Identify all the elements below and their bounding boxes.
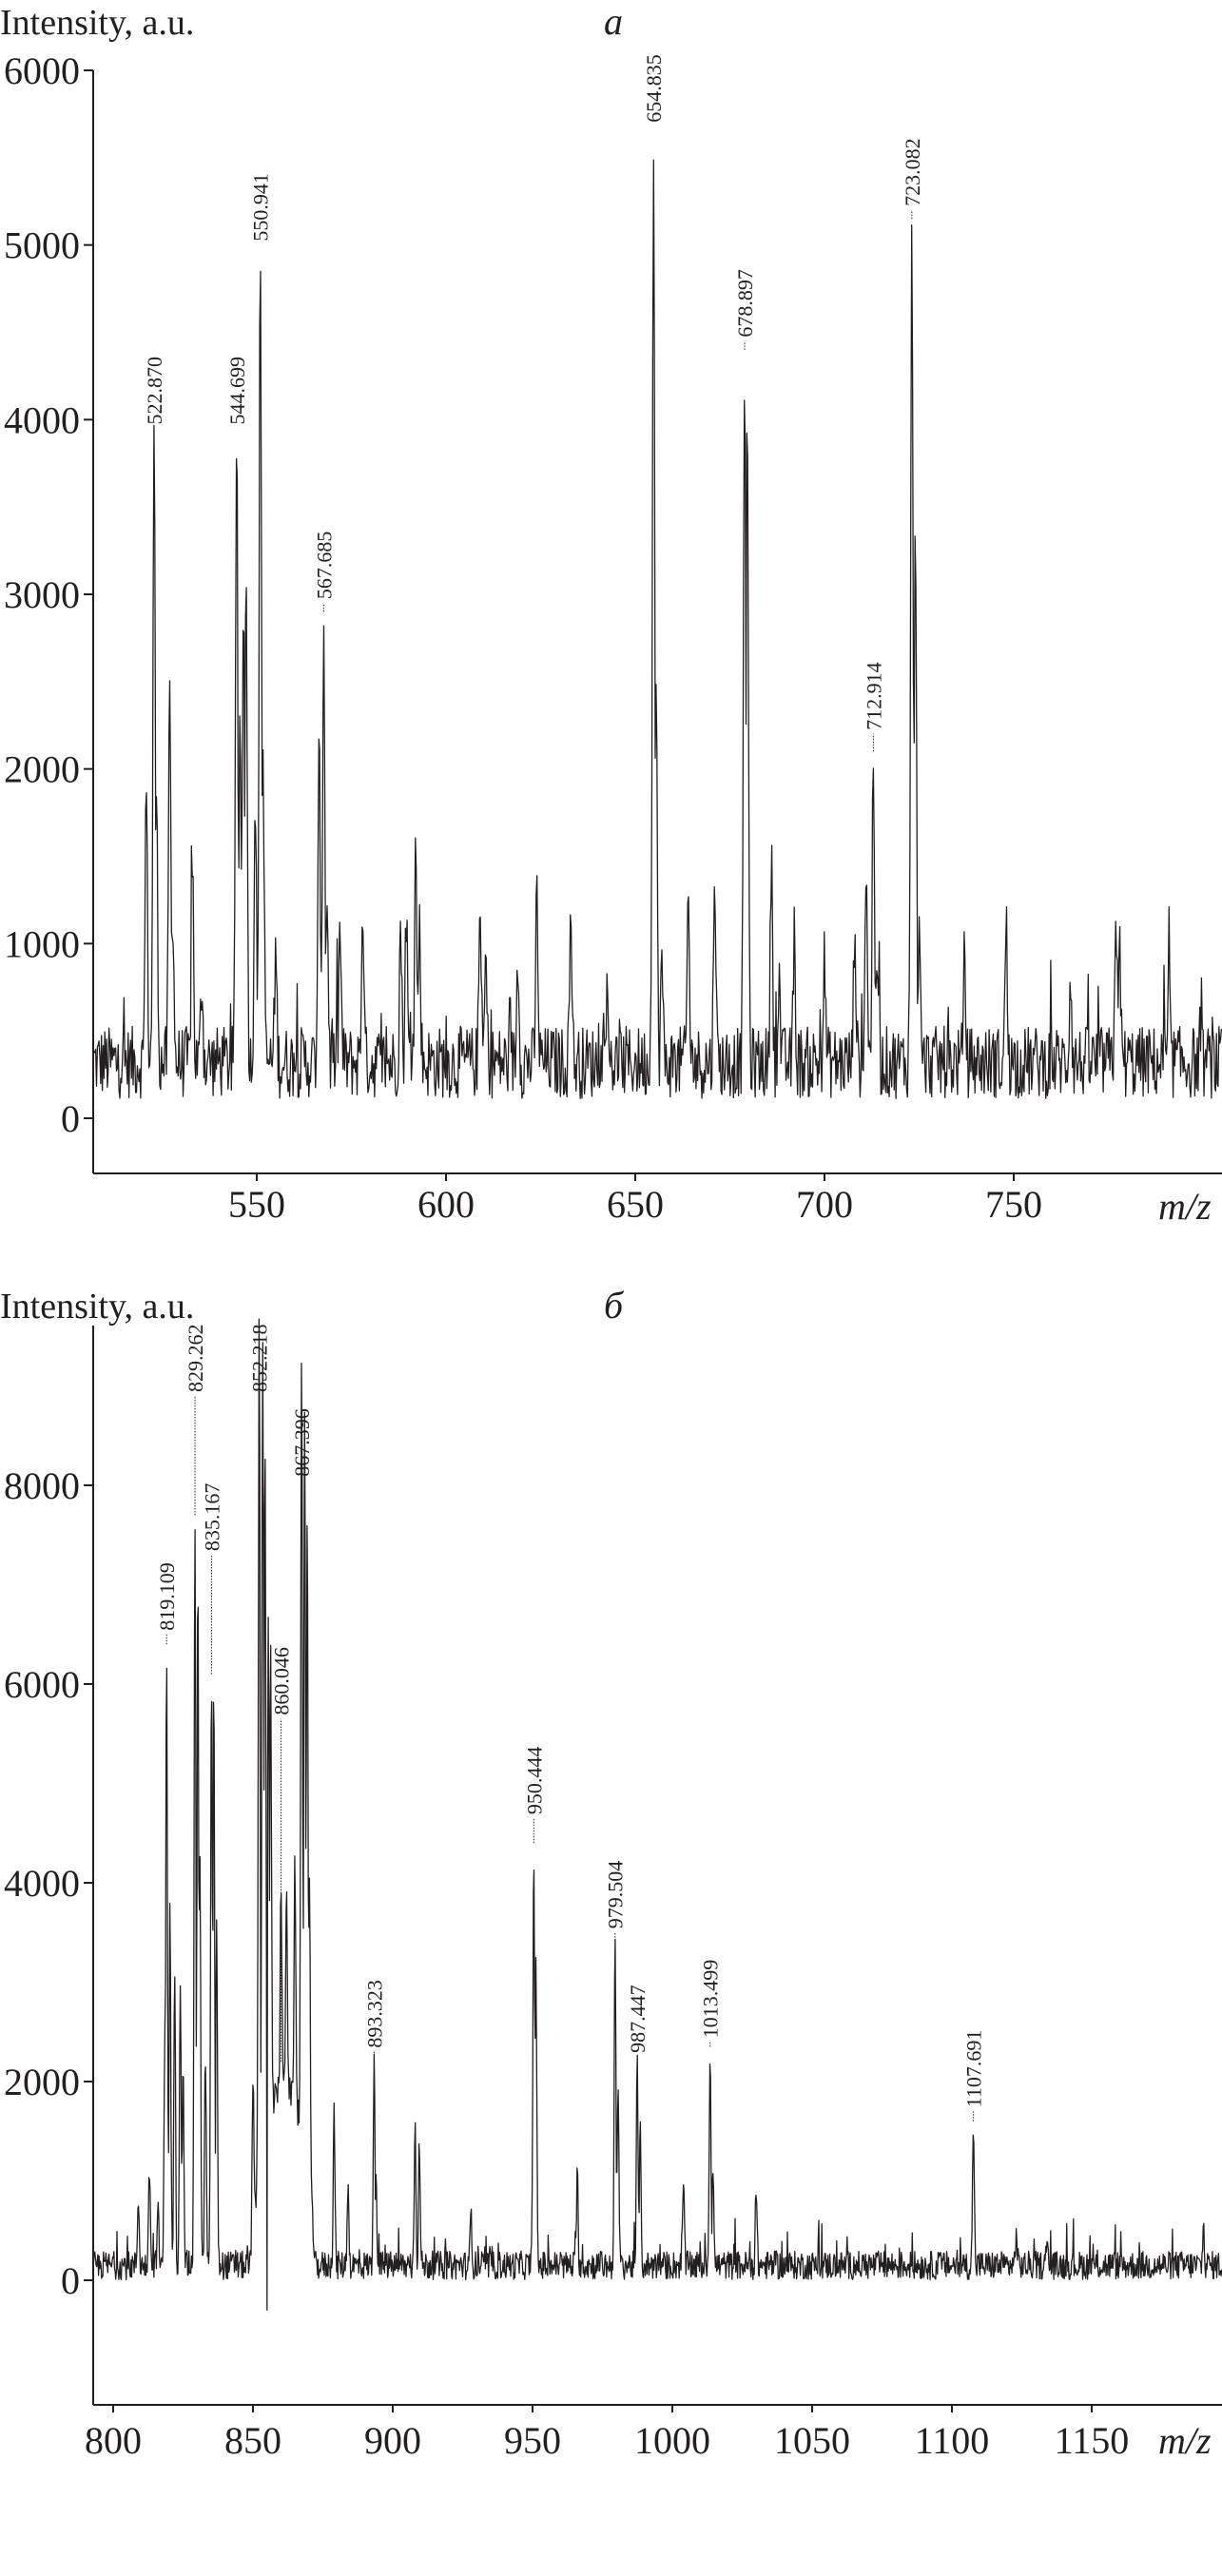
peak-label: 1107.691 [962,2030,986,2108]
y-tick-label: 2000 [4,748,80,791]
spectrum-trace [92,1318,1222,2311]
y-tick-label: 4000 [4,398,80,441]
peak-label: 829.262 [184,1324,207,1392]
y-axis-title: Intensity, a.u. [0,3,194,43]
x-axis-title: m/z [1158,2419,1212,2462]
x-axis-title: m/z [1158,1185,1212,1228]
peak-label: 979.504 [604,1861,628,1929]
peak-label: 712.914 [862,662,885,730]
y-tick-label: 0 [61,2259,80,2302]
x-tick-label: 650 [607,1183,664,1226]
y-tick-label: 6000 [4,1663,80,1706]
panel-label: a [604,0,623,43]
y-tick-label: 6000 [4,49,80,92]
x-tick-label: 700 [796,1183,853,1226]
peak-label: 819.109 [155,1562,179,1631]
peak-label: 950.444 [522,1747,546,1815]
panel-label: б [604,1284,625,1327]
y-axis-title: Intensity, a.u. [0,1287,194,1327]
x-tick-label: 1000 [634,2419,710,2462]
y-tick-label: 0 [61,1097,80,1140]
peak-label: 835.167 [200,1483,223,1552]
peak-label: 1013.499 [699,1960,723,2039]
panel-a-spectrum: Intensity, a.u. a m/z 0 1000 2000 3000 4000 5… [0,0,1222,1228]
peak-label: 567.685 [312,532,336,600]
x-tick-label: 1050 [774,2419,850,2462]
peak-label: 544.699 [225,357,249,425]
x-tick-label: 1150 [1055,2419,1130,2462]
peak-label: 550.941 [249,173,273,242]
y-tick-label: 2000 [4,2061,80,2103]
y-tick-label: 1000 [4,922,80,965]
peak-label: 852.218 [248,1324,272,1392]
y-tick-label: 4000 [4,1862,80,1905]
peak-label: 654.835 [642,54,666,123]
panel-b-spectrum: Intensity, a.u. б m/z 0 2000 4000 6000 8000 8… [0,1284,1222,2462]
x-tick-label: 550 [228,1183,285,1226]
peak-label: 678.897 [733,269,757,338]
x-tick-label: 800 [85,2419,142,2462]
x-tick-label: 900 [364,2419,421,2462]
x-tick-label: 750 [985,1183,1042,1226]
y-tick-label: 5000 [4,224,80,267]
y-tick-label: 8000 [4,1464,80,1507]
peak-label: 987.447 [626,1985,650,2053]
peak-label: 522.870 [143,357,166,425]
x-tick-label: 850 [224,2419,281,2462]
peak-label: 893.323 [362,1980,386,2048]
peak-label: 723.082 [901,138,924,206]
y-tick-label: 3000 [4,573,80,616]
peak-label: 860.046 [270,1647,294,1715]
spectrum-trace [93,159,1222,1099]
x-tick-label: 600 [417,1183,475,1226]
x-tick-label: 950 [504,2419,561,2462]
peak-label: 867.396 [290,1408,314,1477]
x-tick-label: 1100 [915,2419,990,2462]
